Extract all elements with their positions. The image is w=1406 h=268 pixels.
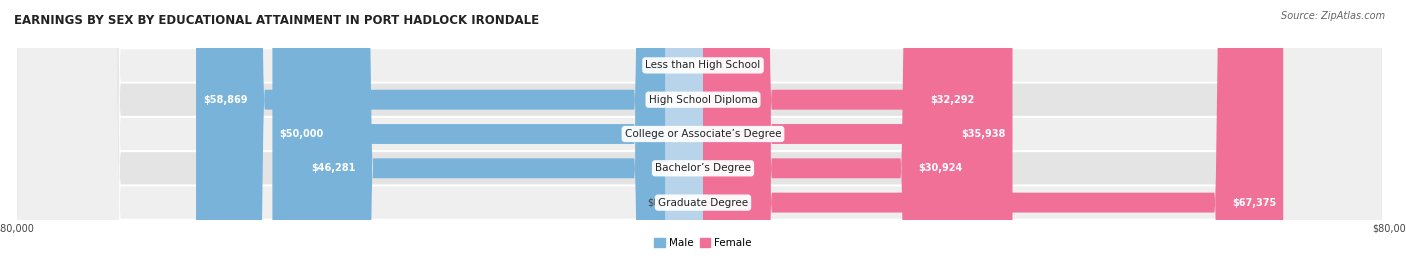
FancyBboxPatch shape <box>665 0 703 268</box>
Legend: Male, Female: Male, Female <box>650 234 756 252</box>
Text: High School Diploma: High School Diploma <box>648 95 758 105</box>
FancyBboxPatch shape <box>195 0 703 268</box>
Text: EARNINGS BY SEX BY EDUCATIONAL ATTAINMENT IN PORT HADLOCK IRONDALE: EARNINGS BY SEX BY EDUCATIONAL ATTAINMEN… <box>14 14 538 27</box>
Text: $67,375: $67,375 <box>1232 198 1277 208</box>
Text: College or Associate’s Degree: College or Associate’s Degree <box>624 129 782 139</box>
Text: Less than High School: Less than High School <box>645 60 761 70</box>
FancyBboxPatch shape <box>17 0 1382 268</box>
FancyBboxPatch shape <box>273 0 703 268</box>
Text: $58,869: $58,869 <box>202 95 247 105</box>
FancyBboxPatch shape <box>17 0 1382 268</box>
Text: Graduate Degree: Graduate Degree <box>658 198 748 208</box>
Text: $0: $0 <box>647 198 659 208</box>
FancyBboxPatch shape <box>305 0 703 268</box>
FancyBboxPatch shape <box>17 0 1382 268</box>
Text: $50,000: $50,000 <box>280 129 323 139</box>
FancyBboxPatch shape <box>703 0 741 268</box>
Text: $35,938: $35,938 <box>962 129 1005 139</box>
FancyBboxPatch shape <box>703 0 1012 268</box>
FancyBboxPatch shape <box>17 0 1382 268</box>
FancyBboxPatch shape <box>17 0 1382 268</box>
FancyBboxPatch shape <box>665 0 703 268</box>
Text: $30,924: $30,924 <box>918 163 963 173</box>
FancyBboxPatch shape <box>703 0 1284 268</box>
Text: $46,281: $46,281 <box>311 163 356 173</box>
FancyBboxPatch shape <box>703 0 969 268</box>
Text: $32,292: $32,292 <box>929 95 974 105</box>
Text: $0: $0 <box>747 60 759 70</box>
FancyBboxPatch shape <box>703 0 981 268</box>
Text: Source: ZipAtlas.com: Source: ZipAtlas.com <box>1281 11 1385 21</box>
Text: $0: $0 <box>647 60 659 70</box>
Text: Bachelor’s Degree: Bachelor’s Degree <box>655 163 751 173</box>
